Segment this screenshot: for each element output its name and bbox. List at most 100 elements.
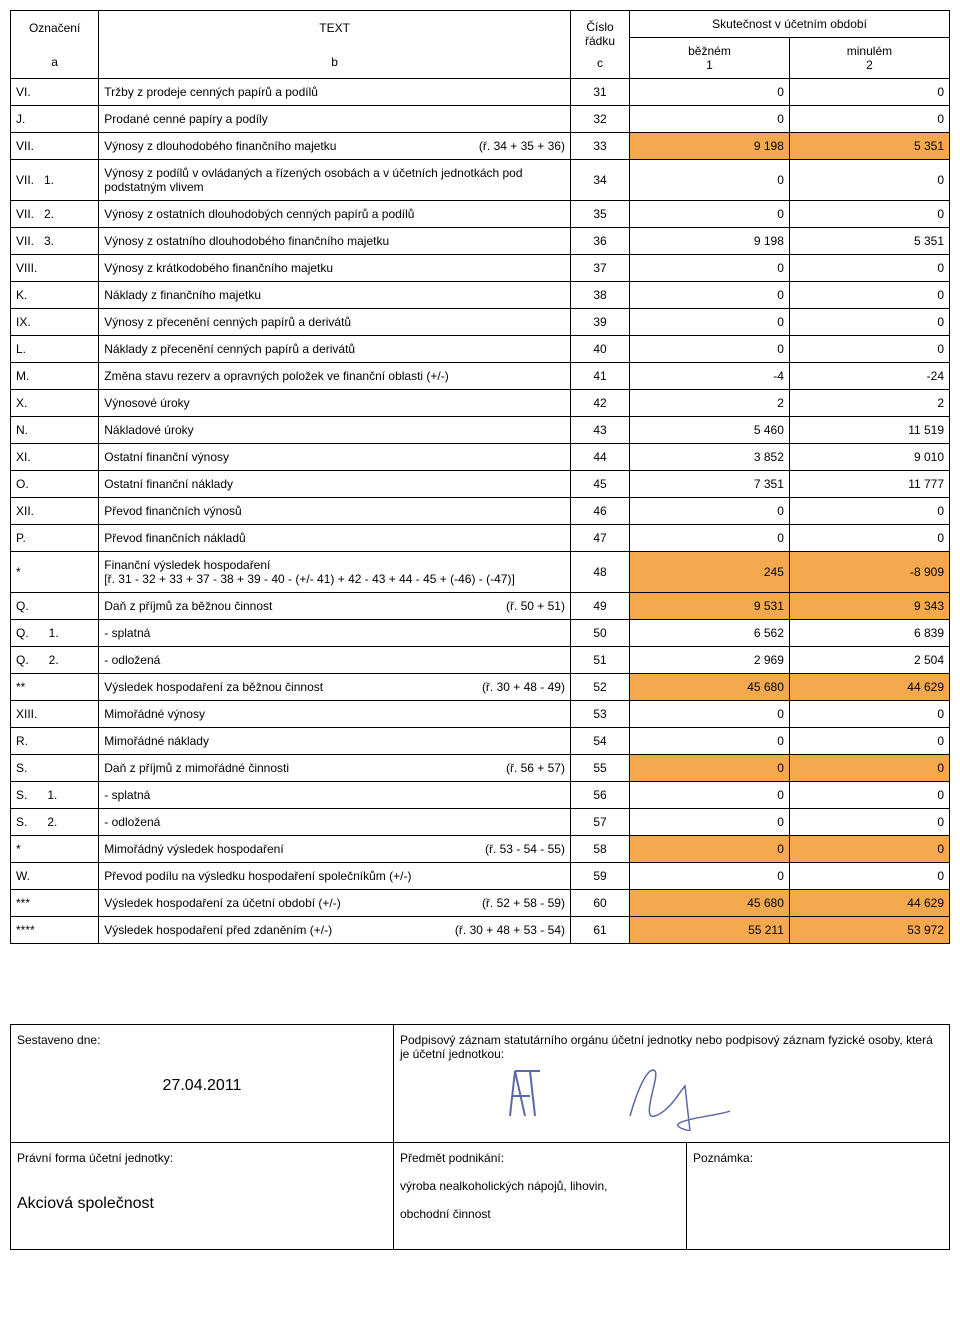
table-row: X.Výnosové úroky4222: [11, 390, 950, 417]
row-number: 57: [570, 809, 629, 836]
row-label: VII. 3.: [11, 228, 99, 255]
hdr-b: TEXT b: [99, 11, 571, 79]
row-text: - splatná: [99, 782, 571, 809]
row-value-previous: 0: [789, 106, 949, 133]
row-text: Výnosy z ostatního dlouhodobého finanční…: [99, 228, 571, 255]
row-label: VIII.: [11, 255, 99, 282]
row-number: 41: [570, 363, 629, 390]
row-label: VI.: [11, 79, 99, 106]
row-value-previous: 5 351: [789, 228, 949, 255]
row-text-ref: (ř. 50 + 51): [506, 599, 565, 613]
row-label: W.: [11, 863, 99, 890]
table-row: ****Výsledek hospodaření před zdaněním (…: [11, 917, 950, 944]
row-text: Výnosové úroky: [99, 390, 571, 417]
row-number: 47: [570, 525, 629, 552]
row-number: 59: [570, 863, 629, 890]
forma-label: Právní forma účetní jednotky:: [17, 1151, 387, 1165]
sestaveno-label: Sestaveno dne:: [17, 1033, 387, 1047]
row-text: Výnosy z podílů v ovládaných a řízených …: [99, 160, 571, 201]
footer-date-cell: Sestaveno dne: 27.04.2011: [11, 1025, 394, 1143]
row-number: 48: [570, 552, 629, 593]
row-value-previous: 0: [789, 782, 949, 809]
row-value-current: 0: [630, 336, 790, 363]
signature-icon: [400, 1061, 760, 1131]
row-label: *: [11, 836, 99, 863]
row-value-current: 0: [630, 160, 790, 201]
row-text-main: Mimořádný výsledek hospodaření: [104, 842, 283, 856]
row-text-ref: (ř. 52 + 58 - 59): [482, 896, 565, 910]
row-number: 56: [570, 782, 629, 809]
row-value-current: 9 198: [630, 133, 790, 160]
hdr-1: běžném 1: [630, 38, 790, 79]
row-label: Q. 1.: [11, 620, 99, 647]
row-number: 35: [570, 201, 629, 228]
forma-value: Akciová společnost: [17, 1165, 387, 1213]
row-text: Výnosy z ostatních dlouhodobých cenných …: [99, 201, 571, 228]
row-label: S. 1.: [11, 782, 99, 809]
table-row: ***Výsledek hospodaření za účetní období…: [11, 890, 950, 917]
table-row: VIII.Výnosy z krátkodobého finančního ma…: [11, 255, 950, 282]
row-label: IX.: [11, 309, 99, 336]
row-value-current: 0: [630, 728, 790, 755]
row-number: 40: [570, 336, 629, 363]
row-text: Výnosy z dlouhodobého finančního majetku…: [99, 133, 571, 160]
footer-poznamka-cell: Poznámka:: [687, 1143, 950, 1250]
hdr-c-bot: c: [576, 56, 624, 70]
row-text: Mimořádné náklady: [99, 728, 571, 755]
row-label: N.: [11, 417, 99, 444]
table-row: K.Náklady z finančního majetku3800: [11, 282, 950, 309]
hdr-c: Číslo řádku c: [570, 11, 629, 79]
row-value-current: 0: [630, 809, 790, 836]
row-number: 32: [570, 106, 629, 133]
row-text-ref: (ř. 30 + 48 - 49): [482, 680, 565, 694]
row-value-previous: 44 629: [789, 674, 949, 701]
row-value-current: 45 680: [630, 674, 790, 701]
row-label: XII.: [11, 498, 99, 525]
row-value-current: 6 562: [630, 620, 790, 647]
row-label: P.: [11, 525, 99, 552]
row-number: 52: [570, 674, 629, 701]
row-value-current: 0: [630, 863, 790, 890]
footer-block: Sestaveno dne: 27.04.2011 Podpisový zázn…: [10, 1024, 950, 1250]
row-value-previous: 0: [789, 701, 949, 728]
row-value-current: 7 351: [630, 471, 790, 498]
row-value-previous: 0: [789, 160, 949, 201]
row-text: Výnosy z přecenění cenných papírů a deri…: [99, 309, 571, 336]
row-label: **: [11, 674, 99, 701]
row-number: 51: [570, 647, 629, 674]
table-row: O.Ostatní finanční náklady457 35111 777: [11, 471, 950, 498]
row-text: Výsledek hospodaření za běžnou činnost (ř…: [99, 674, 571, 701]
row-text: Náklady z finančního majetku: [99, 282, 571, 309]
row-number: 43: [570, 417, 629, 444]
row-number: 46: [570, 498, 629, 525]
hdr-b-top: TEXT: [104, 21, 565, 35]
table-row: M.Změna stavu rezerv a opravných položek…: [11, 363, 950, 390]
row-value-previous: 0: [789, 255, 949, 282]
row-value-current: 0: [630, 525, 790, 552]
row-value-previous: 0: [789, 728, 949, 755]
row-value-previous: 5 351: [789, 133, 949, 160]
row-number: 44: [570, 444, 629, 471]
row-number: 34: [570, 160, 629, 201]
row-number: 58: [570, 836, 629, 863]
row-value-previous: 53 972: [789, 917, 949, 944]
row-text-main: Výsledek hospodaření před zdaněním (+/-): [104, 923, 332, 937]
row-text: Tržby z prodeje cenných papírů a podílů: [99, 79, 571, 106]
table-row: Q. 1.- splatná506 5626 839: [11, 620, 950, 647]
row-label: VII.: [11, 133, 99, 160]
row-value-previous: 0: [789, 498, 949, 525]
table-row: VI.Tržby z prodeje cenných papírů a podí…: [11, 79, 950, 106]
row-value-previous: 0: [789, 282, 949, 309]
row-text: Ostatní finanční náklady: [99, 471, 571, 498]
row-value-current: 45 680: [630, 890, 790, 917]
predmet-label: Předmět podnikání:: [400, 1151, 680, 1165]
row-label: L.: [11, 336, 99, 363]
row-value-current: 0: [630, 255, 790, 282]
poznamka-label: Poznámka:: [693, 1151, 943, 1165]
row-text: - odložená: [99, 647, 571, 674]
row-number: 37: [570, 255, 629, 282]
table-row: S. 1.- splatná5600: [11, 782, 950, 809]
row-number: 60: [570, 890, 629, 917]
row-text-main: Výsledek hospodaření za běžnou činnost: [104, 680, 323, 694]
row-label: J.: [11, 106, 99, 133]
